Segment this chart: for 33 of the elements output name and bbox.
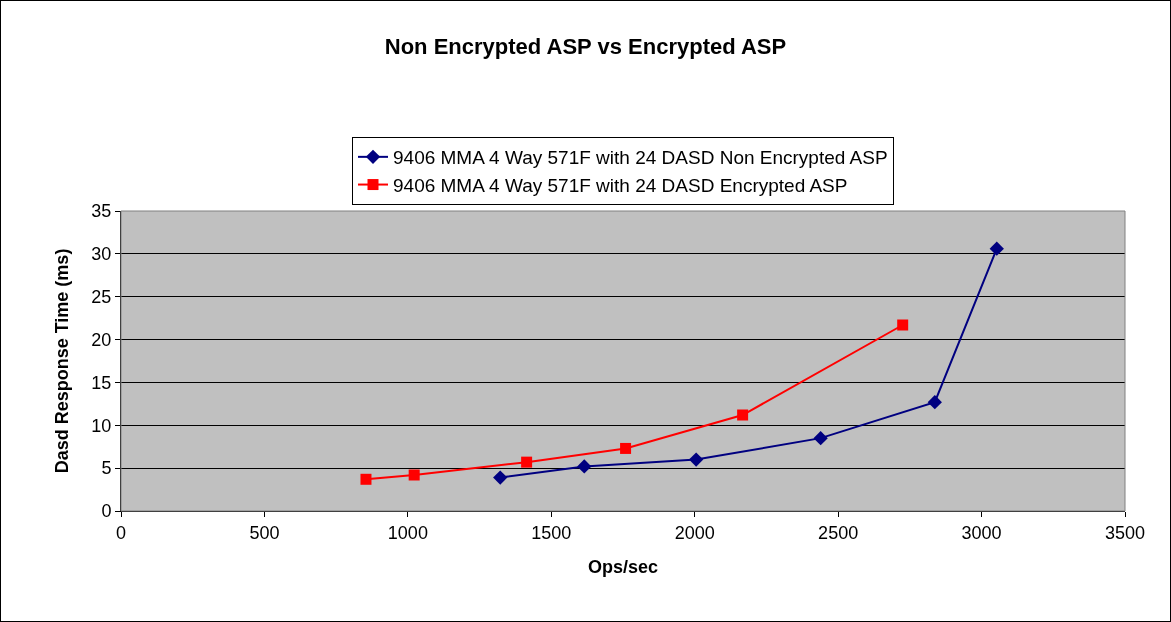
point [493, 470, 508, 485]
legend-label: 9406 MMA 4 Way 571F with 24 DASD Non Encrypted ASP [393, 147, 888, 169]
y-tick-label: 25 [91, 287, 112, 308]
x-axis-title: Ops/sec [587, 556, 659, 577]
y-tick-label: 20 [91, 329, 112, 350]
chart-title: Non Encrypted ASP vs Encrypted ASP [384, 33, 787, 59]
point [813, 430, 828, 446]
x-tick-label: 1000 [387, 522, 428, 543]
point [521, 456, 533, 468]
point [408, 469, 420, 481]
x-tick-label: 1500 [531, 522, 572, 543]
x-tick-label: 0 [115, 522, 127, 543]
point [620, 442, 632, 454]
x-tick-label: 2500 [818, 522, 859, 543]
x-tick-label: 2000 [674, 522, 715, 543]
point [689, 452, 704, 467]
y-tick-label: 0 [101, 501, 112, 522]
point [897, 319, 909, 331]
y-tick-label: 10 [91, 415, 112, 436]
point [737, 409, 749, 421]
y-axis-title: Dasd Response Time (ms) [51, 248, 72, 474]
x-tick-label: 3000 [961, 522, 1002, 543]
point [577, 459, 592, 474]
y-tick-label: 35 [91, 201, 112, 222]
x-tick-label: 3500 [1104, 522, 1146, 543]
point [360, 473, 372, 485]
y-tick-label: 15 [91, 372, 112, 393]
point [989, 241, 1004, 256]
y-tick-label: 5 [101, 458, 112, 479]
point [927, 394, 942, 410]
x-tick-label: 500 [249, 522, 280, 543]
legend-label: 9406 MMA 4 Way 571F with 24 DASD Encrypted ASP [393, 174, 848, 196]
y-tick-label: 30 [91, 244, 112, 265]
